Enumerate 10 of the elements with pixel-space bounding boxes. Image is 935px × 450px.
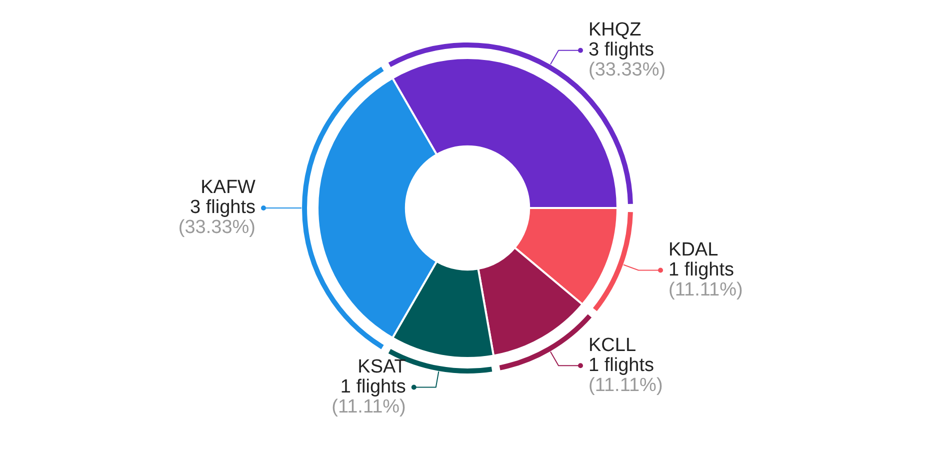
data-label: 1 flights (11.11%) [588, 354, 663, 396]
data-label: 3 flights (33.33%) [178, 197, 256, 238]
data-label: 1 flights (11.11%) [332, 376, 406, 418]
slice-label: KSAT [358, 356, 406, 378]
slice-label: KCLL [588, 334, 636, 356]
data-label: 3 flights (33.33%) [588, 40, 666, 81]
slice-label: KHQZ [588, 20, 642, 41]
data-label: 1 flights (11.11%) [668, 259, 743, 300]
slice-label: KAFW [200, 177, 256, 198]
slice-label: KDAL [668, 239, 718, 260]
